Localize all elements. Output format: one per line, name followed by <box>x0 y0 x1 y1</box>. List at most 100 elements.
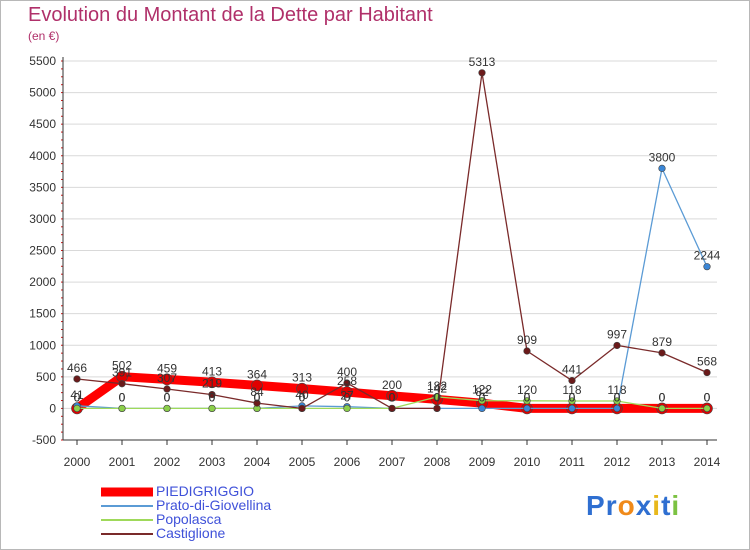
data-label-3: 391 <box>112 366 132 380</box>
data-label-2: 0 <box>164 390 171 404</box>
y-tick-label: 0 <box>49 401 56 415</box>
data-label-1: 0 <box>614 390 621 404</box>
series-line-3 <box>76 72 708 410</box>
data-label-0: 200 <box>382 378 402 392</box>
data-label-2: 122 <box>472 383 492 397</box>
data-label-1: 0 <box>569 390 576 404</box>
data-label-3: 219 <box>202 377 222 391</box>
x-tick-label: 2006 <box>334 455 361 469</box>
x-tick-label: 2012 <box>604 455 631 469</box>
x-tick-label: 2003 <box>199 455 226 469</box>
legend-label: Prato-di-Giovellina <box>156 497 272 513</box>
data-label-1: 0 <box>434 390 441 404</box>
x-tick-label: 2002 <box>154 455 181 469</box>
data-label-3: 909 <box>517 333 537 347</box>
data-label-3: 400 <box>337 365 357 379</box>
x-tick-label: 2009 <box>469 455 496 469</box>
y-tick-label: 2500 <box>29 244 56 258</box>
logo-letter: i <box>652 490 662 521</box>
data-label-3: 0 <box>299 390 306 404</box>
legend-swatch <box>101 499 153 513</box>
data-label-1: 0 <box>164 390 171 404</box>
data-label-0: 0 <box>569 390 576 404</box>
data-label-1: 0 <box>254 390 261 404</box>
data-label-1: 0 <box>119 390 126 404</box>
chart-unit-label: (en €) <box>28 29 60 43</box>
data-label-3: 307 <box>157 371 177 385</box>
data-label-3: 5313 <box>469 55 496 69</box>
data-label-2: 0 <box>344 390 351 404</box>
data-label-1: 2244 <box>694 249 721 263</box>
data-label-0: 413 <box>202 364 222 378</box>
logo-letter: r <box>605 490 618 521</box>
data-point-2 <box>73 404 81 413</box>
data-label-0: 0 <box>74 390 81 404</box>
data-label-0: 313 <box>292 371 312 385</box>
data-point-2 <box>568 397 576 405</box>
data-point-3 <box>703 368 711 377</box>
data-label-2: 0 <box>119 390 126 404</box>
data-label-2: 0 <box>74 390 81 404</box>
x-tick-label: 2001 <box>109 455 136 469</box>
data-point-1 <box>613 404 621 413</box>
x-tick-label: 2005 <box>289 455 316 469</box>
legend-label: PIEDIGRIGGIO <box>156 483 255 499</box>
data-point-3 <box>208 390 216 399</box>
data-label-3: 0 <box>389 390 396 404</box>
legend-swatch <box>101 527 153 541</box>
logo-letter: o <box>617 490 636 521</box>
data-label-2: 0 <box>254 390 261 404</box>
data-point-0 <box>206 376 218 389</box>
legend-label: Popolasca <box>156 511 222 527</box>
y-tick-label: -500 <box>32 433 56 447</box>
data-point-1 <box>478 404 486 413</box>
data-label-3: 84 <box>250 385 264 399</box>
data-point-3 <box>298 404 306 413</box>
x-tick-label: 2014 <box>694 455 721 469</box>
data-label-2: 0 <box>389 390 396 404</box>
data-label-0: 82 <box>475 385 489 399</box>
proxiti-logo: Proxiti <box>586 490 680 522</box>
data-point-3 <box>523 347 531 355</box>
y-tick-label: 3500 <box>29 180 56 194</box>
data-point-3 <box>433 404 441 413</box>
y-tick-label: 4500 <box>29 117 56 131</box>
data-point-2 <box>523 397 531 405</box>
data-label-0: 364 <box>247 367 267 381</box>
x-tick-label: 2004 <box>244 455 271 469</box>
data-point-0 <box>161 373 173 386</box>
y-tick-label: 3000 <box>29 212 56 226</box>
y-tick-label: 5500 <box>29 54 56 68</box>
data-label-3: 568 <box>697 355 717 369</box>
data-label-1: 0 <box>524 390 531 404</box>
data-point-0 <box>386 389 398 402</box>
data-point-3 <box>568 376 576 385</box>
y-tick-label: 1500 <box>29 307 56 321</box>
data-label-1: 0 <box>389 390 396 404</box>
data-point-3 <box>478 69 486 77</box>
data-label-2: 120 <box>517 383 537 397</box>
logo-letter: i <box>671 490 681 521</box>
logo-letter: t <box>661 490 672 521</box>
data-label-2: 118 <box>562 383 581 397</box>
data-label-3: 466 <box>67 361 87 375</box>
data-point-2 <box>613 397 621 405</box>
data-point-2 <box>343 404 351 413</box>
data-label-0: 142 <box>427 381 447 395</box>
data-point-1 <box>568 404 576 413</box>
data-label-3: 879 <box>652 335 672 349</box>
data-label-2: 0 <box>659 390 666 404</box>
data-label-1: 27 <box>340 389 354 403</box>
data-label-1: 3800 <box>649 150 676 164</box>
data-label-1: 40 <box>295 388 309 402</box>
data-point-3 <box>343 379 351 387</box>
y-tick-label: 1000 <box>29 338 56 352</box>
x-tick-label: 2013 <box>649 455 676 469</box>
data-label-0: 258 <box>337 374 357 388</box>
chart-title: Evolution du Montant de la Dette par Hab… <box>28 4 433 26</box>
data-label-3: 997 <box>607 327 627 341</box>
data-label-3: 441 <box>562 363 582 377</box>
data-point-3 <box>613 341 621 350</box>
